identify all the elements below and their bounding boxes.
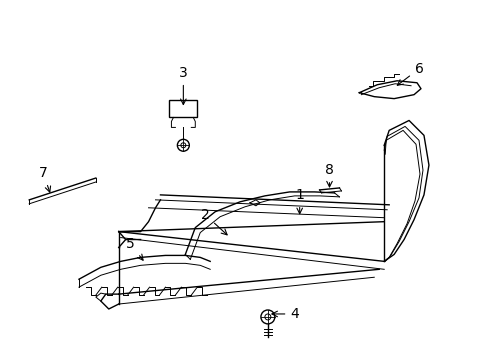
Text: 7: 7 — [39, 166, 50, 192]
Text: 6: 6 — [397, 62, 423, 85]
Text: 8: 8 — [325, 163, 333, 187]
Bar — [169, 100, 197, 117]
Text: 1: 1 — [295, 188, 304, 214]
Text: 3: 3 — [179, 66, 187, 104]
Text: 2: 2 — [201, 208, 226, 235]
Text: 5: 5 — [126, 238, 143, 260]
Text: 4: 4 — [271, 307, 299, 321]
